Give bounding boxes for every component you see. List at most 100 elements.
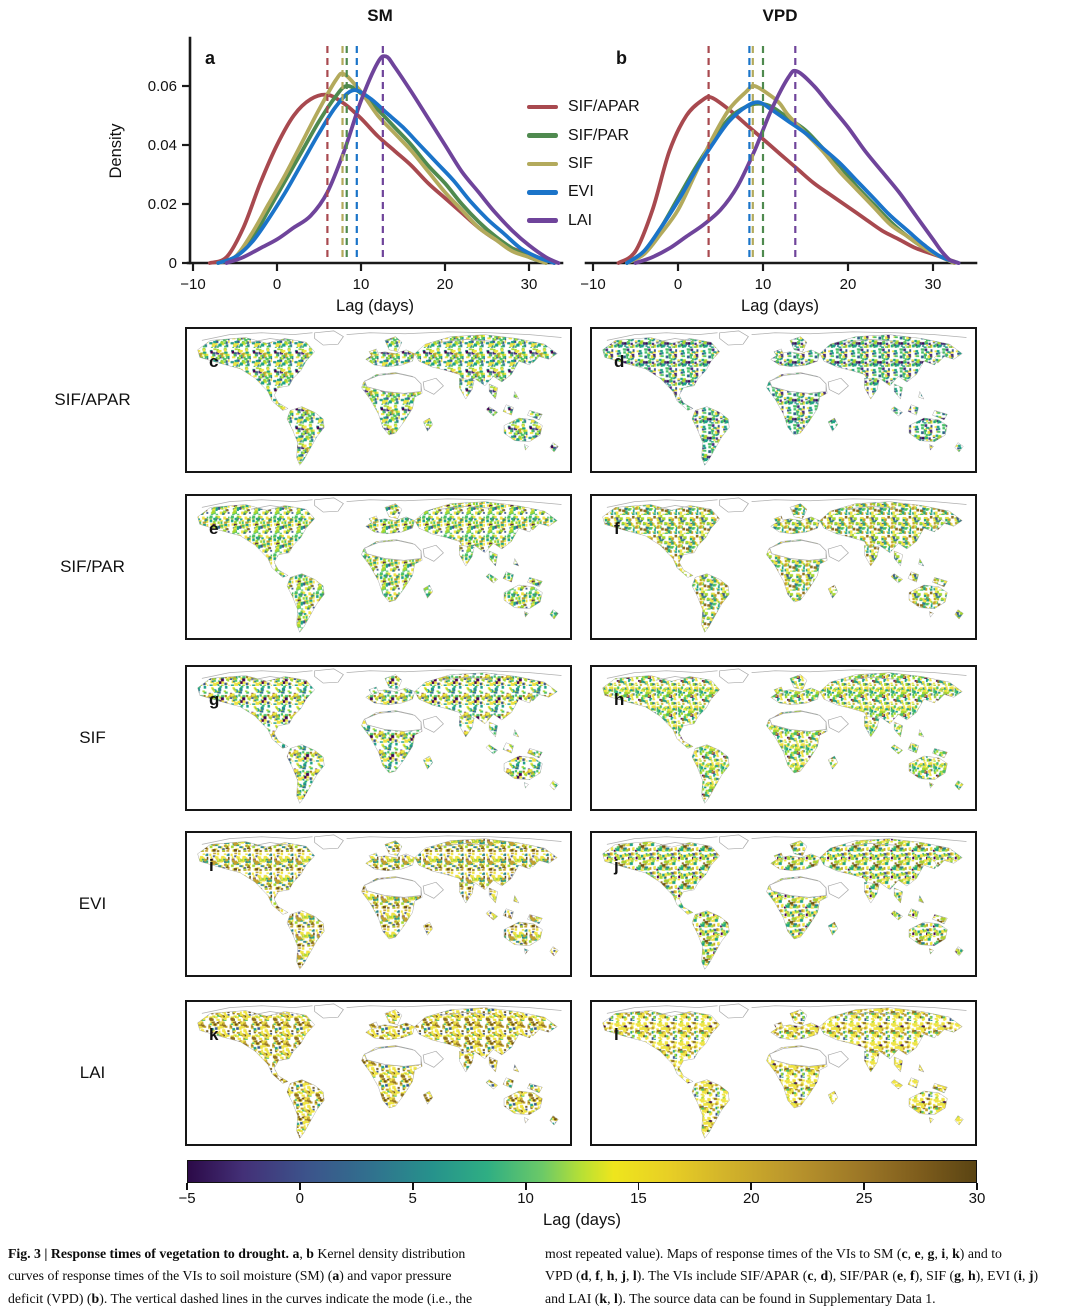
world-map-panel-l: l	[590, 1000, 977, 1146]
continent-path	[286, 910, 325, 970]
continent-path	[502, 571, 514, 583]
continent-path	[286, 573, 325, 633]
continent-path	[527, 748, 543, 759]
continent-path	[485, 744, 498, 755]
arctic-coastline	[845, 677, 897, 681]
continent-path	[918, 894, 925, 904]
map-row-lai: LAI k l	[0, 1000, 1080, 1146]
caption-left-column: Fig. 3 | Response times of vegetation to…	[8, 1246, 473, 1306]
density-curve-sif	[216, 71, 548, 265]
world-map-panel-c: c	[185, 327, 572, 473]
world-map	[602, 497, 967, 633]
map-row-label: SIF/PAR	[60, 557, 125, 576]
continent-path	[827, 417, 839, 432]
arctic-coastline	[346, 331, 562, 338]
continent-path	[422, 417, 434, 432]
arctic-coastline	[655, 338, 695, 343]
legend-swatch-sif	[527, 161, 558, 167]
arctic-coastline	[845, 843, 897, 847]
x-axis-label: Lag (days)	[741, 297, 819, 315]
no-data-outline	[827, 715, 849, 733]
continent-path	[932, 410, 948, 421]
colorbar-tick-label: −5	[178, 1190, 196, 1207]
continents	[602, 1007, 964, 1139]
legend-item: SIF/APAR	[527, 93, 640, 121]
continent-path	[819, 838, 963, 891]
no-data-outline	[422, 715, 444, 733]
continent-path	[422, 755, 434, 770]
density-curve-lai	[224, 54, 561, 265]
no-data-regions	[606, 834, 967, 899]
world-map	[602, 1003, 967, 1139]
world-map	[197, 330, 562, 466]
continent-path	[928, 1117, 934, 1124]
x-tick-label: −10	[580, 276, 605, 293]
continent-path	[932, 748, 948, 759]
continent-path	[286, 406, 325, 466]
arctic-coastline	[440, 1012, 492, 1016]
density-curve-sif-par	[216, 84, 548, 265]
continent-path	[602, 841, 720, 915]
legend-label: SIF/PAR	[568, 126, 630, 144]
no-data-outline	[422, 1050, 444, 1068]
continent-path	[691, 910, 730, 970]
no-data-regions	[201, 834, 562, 899]
colorbar-axis-label: Lag (days)	[543, 1211, 621, 1229]
panel-letter-e: e	[209, 519, 219, 538]
x-axis-label: Lag (days)	[336, 297, 414, 315]
world-map	[602, 330, 967, 466]
arctic-coastline	[655, 842, 695, 847]
world-map-panel-d: d	[590, 327, 977, 473]
legend-label: EVI	[568, 183, 594, 201]
no-data-outline	[364, 540, 422, 561]
continent-path	[864, 1051, 880, 1073]
panel-b-curves	[616, 46, 961, 265]
continent-path	[954, 780, 964, 791]
continent-path	[907, 404, 919, 416]
continent-path	[529, 855, 541, 868]
world-map	[197, 497, 562, 633]
continent-path	[422, 1090, 434, 1105]
arctic-coastline	[751, 669, 967, 676]
no-data-regions	[201, 1003, 562, 1068]
continent-path	[527, 410, 543, 421]
colorbar-tick-label: 20	[742, 1190, 760, 1207]
continent-path	[864, 882, 880, 904]
continent-path	[384, 840, 403, 856]
continent-path	[459, 545, 475, 567]
chart-legend: SIF/APAR SIF/PAR SIF EVI LAI	[527, 93, 640, 235]
arctic-coastline	[440, 506, 492, 510]
no-data-regions	[606, 330, 967, 395]
arctic-coastline	[250, 1011, 290, 1016]
continent-path	[602, 1010, 720, 1084]
continent-path	[368, 1021, 379, 1030]
continent-path	[513, 1063, 520, 1073]
continent-path	[954, 946, 964, 957]
panel-letter-b: b	[616, 48, 627, 68]
no-data-outline	[827, 1050, 849, 1068]
continent-path	[459, 716, 475, 738]
continent-path	[549, 946, 559, 957]
no-data-outline	[827, 544, 849, 562]
panel-letter-k: k	[209, 1025, 219, 1044]
x-tick-label: 0	[273, 276, 281, 293]
arctic-coastline	[751, 331, 967, 338]
continent-path	[691, 406, 730, 466]
lag-colorbar	[187, 1160, 977, 1183]
continent-path	[523, 611, 529, 618]
legend-swatch-evi	[527, 190, 558, 195]
panel-letter-g: g	[209, 690, 220, 709]
continent-path	[890, 910, 903, 921]
continent-path	[934, 518, 946, 531]
colorbar-tick-label: 0	[295, 1190, 305, 1207]
continent-path	[523, 444, 529, 451]
colorbar-tick-label: 25	[855, 1190, 873, 1207]
arctic-coastline	[346, 498, 562, 505]
continent-path	[890, 573, 903, 584]
x-tick-label: 10	[353, 276, 370, 293]
continent-path	[908, 755, 948, 780]
continent-path	[602, 504, 720, 578]
no-data-regions	[201, 668, 562, 733]
no-data-outline	[422, 377, 444, 395]
y-tick-label: 0.02	[148, 196, 177, 213]
